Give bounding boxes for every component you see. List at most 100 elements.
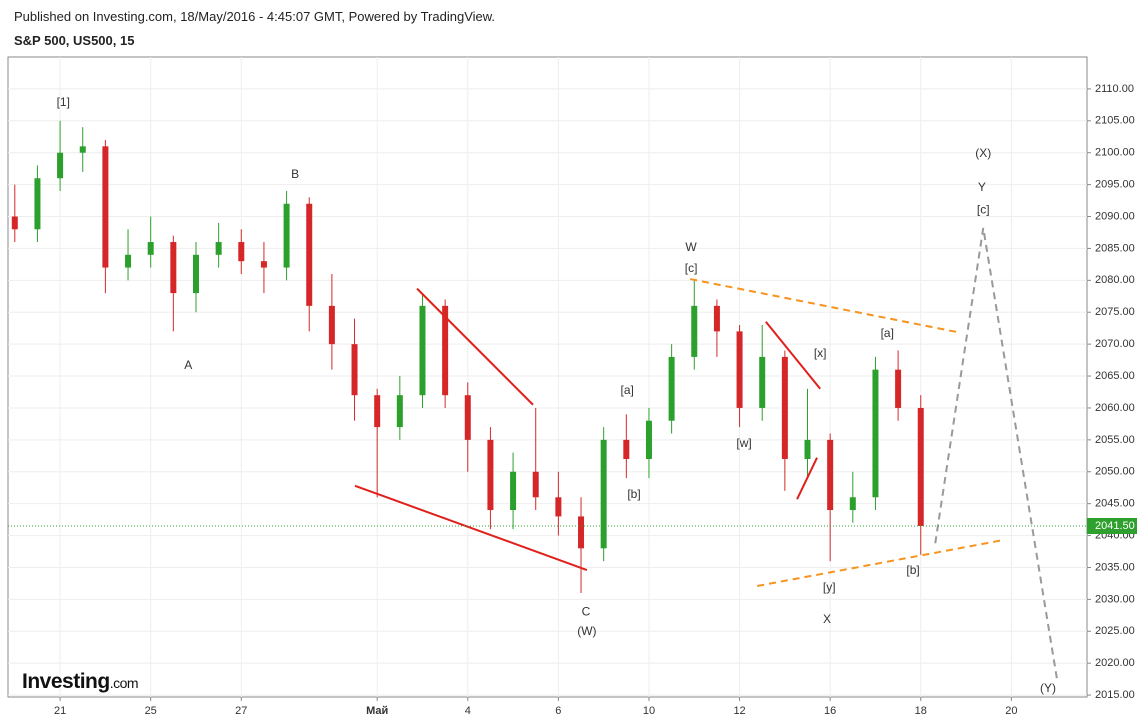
x-tick-label: 10 <box>643 705 655 717</box>
candle-body <box>578 516 585 549</box>
candle-body <box>827 439 834 511</box>
candle-body <box>396 395 403 428</box>
candle-body <box>102 146 109 268</box>
y-tick-label: 2030.00 <box>1095 593 1135 605</box>
x-tick-label: 25 <box>145 705 157 717</box>
candle-body <box>736 331 743 408</box>
wave-label: C <box>582 604 591 618</box>
logo-brand: Investing <box>22 670 110 693</box>
candle-body <box>170 242 177 294</box>
candle-body <box>849 497 856 511</box>
y-tick-label: 2075.00 <box>1095 306 1135 318</box>
candle-body <box>192 254 199 294</box>
last-price-label: 2041.50 <box>1095 520 1135 532</box>
candle-body <box>872 369 879 498</box>
y-tick-label: 2020.00 <box>1095 657 1135 669</box>
x-tick-label: Май <box>366 705 388 717</box>
published-note: Published on Investing.com, 18/May/2016 … <box>14 9 496 24</box>
candle-body <box>283 203 290 268</box>
candle-body <box>759 356 766 408</box>
plot-frame <box>7 56 1088 698</box>
y-tick-label: 2050.00 <box>1095 466 1135 478</box>
candle-body <box>260 261 267 268</box>
trendline <box>757 539 1001 587</box>
candle-body <box>57 152 64 179</box>
x-tick-label: 16 <box>824 705 836 717</box>
wave-label: [b] <box>627 487 640 501</box>
trendline <box>354 484 588 571</box>
candle-body <box>215 242 222 255</box>
wave-label: Y <box>978 180 986 194</box>
y-tick-label: 2070.00 <box>1095 338 1135 350</box>
trendline <box>796 457 818 500</box>
grid <box>8 57 1087 697</box>
candle-body <box>34 178 41 230</box>
candle-body <box>804 439 811 459</box>
y-tick-label: 2060.00 <box>1095 402 1135 414</box>
y-tick-label: 2015.00 <box>1095 689 1135 701</box>
wave-label: [a] <box>621 383 634 397</box>
candle-body <box>555 497 562 517</box>
last-price-box <box>1087 517 1137 534</box>
wave-label: (X) <box>975 146 991 160</box>
y-tick-label: 2035.00 <box>1095 561 1135 573</box>
candle-body <box>691 305 698 357</box>
candle-body <box>713 305 720 332</box>
y-tick-label: 2080.00 <box>1095 274 1135 286</box>
y-tick-label: 2055.00 <box>1095 434 1135 446</box>
x-tick-label: 27 <box>235 705 247 717</box>
candle-body <box>600 439 607 549</box>
candle-body <box>645 420 652 459</box>
candle-body <box>125 254 132 268</box>
candle-body <box>79 146 86 153</box>
y-tick-label: 2095.00 <box>1095 179 1135 191</box>
trendline <box>416 287 534 406</box>
y-tick-label: 2025.00 <box>1095 625 1135 637</box>
candle-body <box>419 305 426 396</box>
wave-label: W <box>685 240 697 254</box>
y-tick-label: 2065.00 <box>1095 370 1135 382</box>
y-tick-label: 2105.00 <box>1095 115 1135 127</box>
candle-body <box>668 356 675 421</box>
candle-body <box>328 305 335 345</box>
wave-label: A <box>184 358 192 372</box>
candle-body <box>464 395 471 440</box>
trendline <box>934 227 1059 680</box>
candle-body <box>306 203 313 306</box>
wave-label: (W) <box>577 624 596 638</box>
y-tick-label: 2100.00 <box>1095 147 1135 159</box>
wave-label: [x] <box>814 346 827 360</box>
wave-label: [1] <box>57 95 70 109</box>
wave-label: [b] <box>906 563 919 577</box>
logo-suffix: .com <box>109 675 139 691</box>
candle-body <box>781 356 788 459</box>
wave-label: (Y) <box>1040 681 1056 695</box>
wave-label: [c] <box>685 261 698 275</box>
wave-label: [y] <box>823 580 836 594</box>
wave-label: [w] <box>736 436 751 450</box>
candle-body <box>510 471 517 511</box>
x-tick-label: 6 <box>555 705 561 717</box>
x-tick-label: 21 <box>54 705 66 717</box>
candle-body <box>623 439 630 459</box>
candle-body <box>374 395 381 428</box>
x-tick-label: 12 <box>733 705 745 717</box>
wave-label: B <box>291 167 299 181</box>
y-tick-label: 2045.00 <box>1095 498 1135 510</box>
y-tick-label: 2110.00 <box>1095 83 1134 95</box>
candle-body <box>895 369 902 408</box>
candle-body <box>238 242 245 262</box>
candle-body <box>147 242 154 255</box>
wave-label: [c] <box>977 202 990 216</box>
trendline <box>689 278 961 334</box>
candle-body <box>11 216 18 230</box>
candle-body <box>532 471 539 498</box>
y-tick-label: 2090.00 <box>1095 210 1135 222</box>
logo: Investing.com <box>22 670 139 694</box>
candle-body <box>487 439 494 511</box>
symbol-title: S&P 500, US500, 15 <box>14 33 135 48</box>
candle-body <box>351 344 358 396</box>
x-tick-label: 4 <box>465 705 471 717</box>
